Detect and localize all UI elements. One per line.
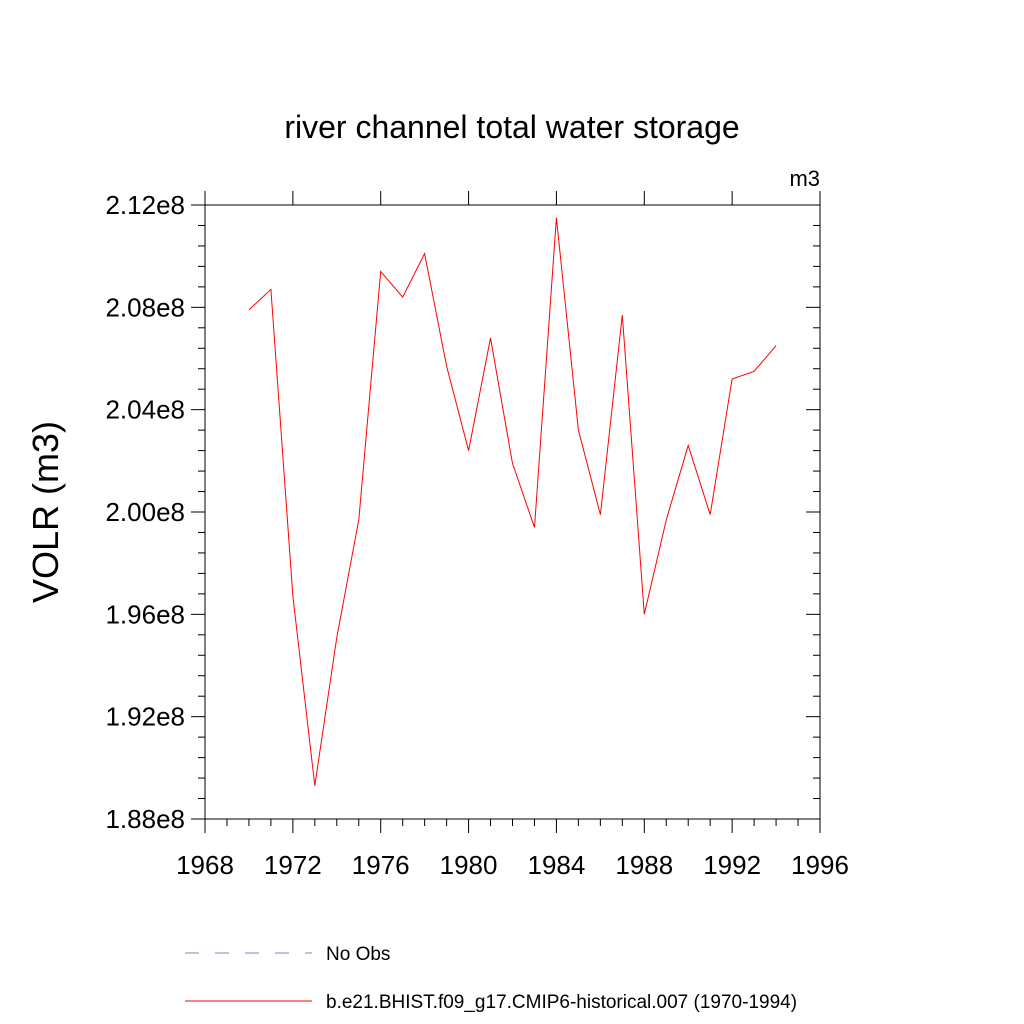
y-tick-label: 1.88e8 <box>105 804 185 834</box>
x-tick-label: 1996 <box>791 850 849 880</box>
y-axis-ticks: 1.88e8 1.92e8 1.96e8 2.00e8 2.04e8 2.08e8 2.12… <box>105 190 820 834</box>
legend: No Obs b.e21.BHIST.f09_g17.CMIP6-histori… <box>185 944 797 1013</box>
x-tick-label: 1992 <box>703 850 761 880</box>
series-layer <box>248 217 777 786</box>
x-axis-ticks: 1968 1972 1976 1980 1984 1988 1992 1996 <box>176 191 849 880</box>
y-axis-label: VOLR (m3) <box>25 421 66 603</box>
axes <box>204 204 821 820</box>
plot-frame <box>204 204 821 820</box>
x-tick-label: 1972 <box>264 850 322 880</box>
legend-label-model: b.e21.BHIST.f09_g17.CMIP6-historical.007… <box>326 992 797 1013</box>
x-tick-label: 1980 <box>440 850 498 880</box>
legend-label-no-obs: No Obs <box>326 944 390 965</box>
y-tick-label: 2.00e8 <box>105 497 185 527</box>
x-tick-label: 1984 <box>528 850 586 880</box>
units-label: m3 <box>789 166 820 191</box>
y-tick-label: 2.08e8 <box>105 292 185 322</box>
series-line-0 <box>248 217 777 786</box>
y-tick-label: 1.92e8 <box>105 702 185 732</box>
y-tick-label: 2.04e8 <box>105 395 185 425</box>
chart-title: river channel total water storage <box>284 109 739 145</box>
x-tick-label: 1976 <box>352 850 410 880</box>
y-tick-label: 2.12e8 <box>105 190 185 220</box>
x-tick-label: 1968 <box>176 850 234 880</box>
y-tick-label: 1.96e8 <box>105 599 185 629</box>
x-tick-label: 1988 <box>615 850 673 880</box>
